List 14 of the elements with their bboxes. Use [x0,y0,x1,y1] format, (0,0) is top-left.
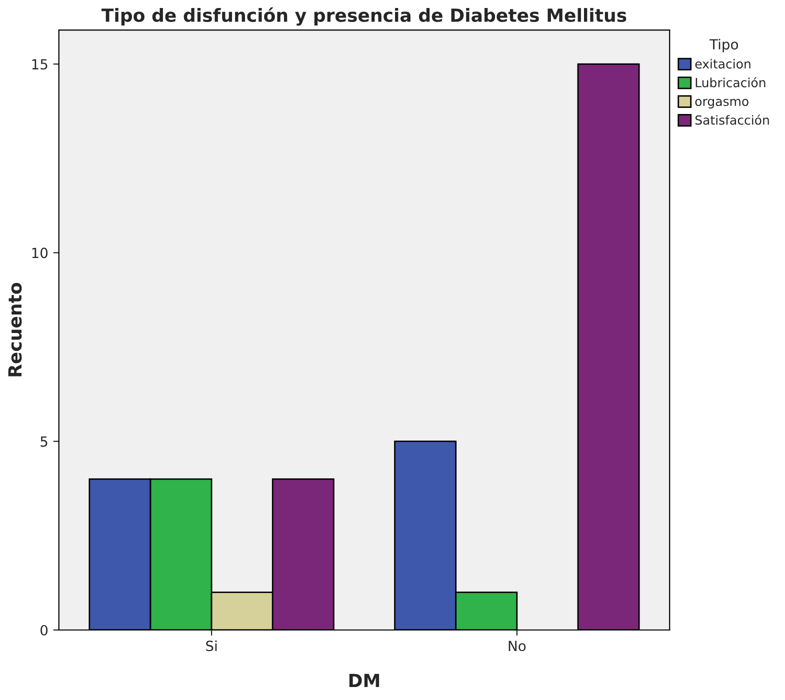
legend-label: orgasmo [695,98,748,108]
legend-label: exitacion [695,58,750,69]
chart-title: Tipo de disfunción y presencia de Diabetes Mellitus [101,7,626,26]
x-tick-label: Si [206,640,217,652]
x-axis-title: DM [349,674,380,688]
y-tick-label: 10 [32,248,48,258]
y-tick-label: 0 [40,624,48,636]
x-tick-label: No [508,640,526,652]
legend-title: Tipo [709,38,738,52]
y-axis-title: Recuento [8,282,22,376]
y-tick-label: 5 [40,436,48,447]
legend-label: Lubricación [696,77,766,88]
y-tick-label: 15 [32,59,48,70]
legend-label: Satisfacción [695,114,769,125]
